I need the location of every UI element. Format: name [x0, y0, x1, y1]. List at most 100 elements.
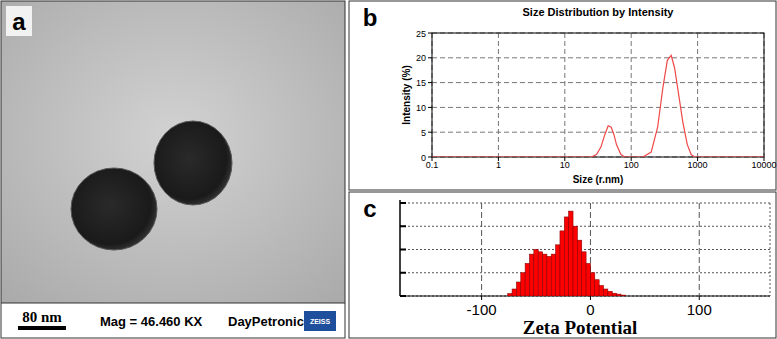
histogram-bar: [595, 280, 599, 296]
y-tick: [428, 33, 432, 34]
x-tick-label: 100: [687, 301, 712, 318]
x-tick: [699, 296, 700, 300]
panel-label: b: [363, 4, 378, 31]
x-tick: [590, 296, 591, 300]
x-tick-label: -100: [467, 301, 497, 318]
histogram-bar: [621, 295, 625, 296]
histogram-bar: [612, 293, 616, 296]
y-tick: [428, 82, 432, 83]
panel-frame: [1, 1, 345, 338]
histogram-bar: [512, 289, 516, 296]
y-tick-label: 10: [416, 103, 426, 113]
magnification: Mag = 46.460 KX: [100, 314, 203, 329]
label-box: [6, 6, 32, 36]
panel-a: a 80 nm Mag = 46.460 KX DayPetronic ZEISS: [1, 1, 345, 338]
panel-frame: [349, 1, 776, 190]
x-tick-label: 100: [624, 160, 639, 170]
frame-right: [770, 203, 771, 296]
scale-bar-label: 80 nm: [22, 309, 62, 325]
grid-line: [400, 226, 770, 227]
histogram-bar: [516, 282, 520, 296]
panel-b: 05101520250.1110100100010000Size Distrib…: [349, 1, 777, 190]
x-tick-label: 1000: [688, 160, 708, 170]
x-tick-label: 1: [496, 160, 501, 170]
grid-line: [699, 203, 700, 296]
histogram-bar: [617, 294, 621, 296]
histogram-bar: [538, 252, 542, 296]
panel-frame: [349, 192, 776, 338]
info-strip: [1, 303, 345, 338]
logo: ZEISS: [310, 318, 331, 325]
y-tick: [400, 202, 406, 204]
histogram-bar: [551, 254, 555, 296]
marks: [432, 55, 764, 157]
histogram-bar: [577, 240, 581, 296]
y-tick-label: 20: [416, 53, 426, 63]
histogram-bar: [569, 211, 573, 296]
x-tick-label: 10000: [751, 160, 776, 170]
histogram-bar: [508, 294, 512, 296]
grid-line: [432, 132, 764, 133]
panel-label: a: [12, 8, 26, 35]
label-box: [355, 193, 385, 223]
panel-label: c: [363, 195, 376, 222]
y-tick: [428, 157, 432, 158]
y-axis: [399, 200, 401, 296]
histogram-bar: [564, 217, 568, 296]
y-tick-label: 5: [421, 128, 426, 138]
chart-title: Size Distribution by Intensity: [523, 6, 675, 18]
size-distribution-line: [432, 55, 764, 157]
x-axis-label: Size (r.nm): [573, 174, 624, 185]
y-tick: [400, 295, 406, 297]
x-axis-label: Zeta Potential: [523, 317, 638, 338]
grid-line: [400, 203, 770, 204]
histogram-bar: [525, 263, 529, 296]
panel-c: -100 0 100 Zeta Potential c: [349, 192, 776, 338]
divider: [1, 303, 345, 304]
particle: [71, 168, 157, 250]
y-tick-label: 25: [416, 29, 426, 39]
plot-frame: [432, 33, 764, 157]
x-tick-label: 0.1: [426, 160, 439, 170]
y-tick: [400, 272, 406, 274]
histogram-bar: [534, 250, 538, 297]
histogram-bar: [604, 289, 608, 296]
grid-line: [498, 33, 499, 157]
grid-line: [432, 57, 764, 58]
histogram-bar: [521, 273, 525, 296]
y-tick-label: 15: [416, 78, 426, 88]
logo-box: [304, 311, 336, 331]
marks: [508, 211, 626, 296]
y-tick: [400, 249, 406, 251]
particle: [154, 121, 232, 205]
x-tick: [481, 296, 482, 300]
histogram-bar: [608, 291, 612, 296]
histogram-bar: [582, 252, 586, 296]
histogram-bar: [530, 254, 534, 296]
grid-line: [697, 33, 698, 157]
x-tick-label: 0: [586, 301, 594, 318]
y-tick: [400, 225, 406, 227]
scale-bar: [18, 326, 66, 330]
y-tick: [428, 132, 432, 133]
label-box: [355, 2, 385, 32]
x-tick-label: 10: [560, 160, 570, 170]
grid-line: [432, 82, 764, 83]
micrograph-image: [1, 1, 345, 303]
grid-line: [564, 33, 565, 157]
y-tick: [428, 107, 432, 108]
y-tick: [428, 57, 432, 58]
histogram-bar: [547, 256, 551, 296]
histogram-bar: [590, 273, 594, 296]
histogram-bar: [573, 226, 577, 296]
grid-line: [400, 249, 770, 250]
operator: DayPetronic: [228, 314, 304, 329]
grid-line: [631, 33, 632, 157]
histogram-bar: [543, 254, 547, 296]
histogram-bar: [560, 231, 564, 296]
figure: a 80 nm Mag = 46.460 KX DayPetronic ZEISS 0 5 1…: [0, 0, 777, 339]
histogram-bar: [556, 245, 560, 296]
grid-line: [432, 107, 764, 108]
histogram-bar: [586, 263, 590, 296]
histogram-bar: [599, 286, 603, 296]
